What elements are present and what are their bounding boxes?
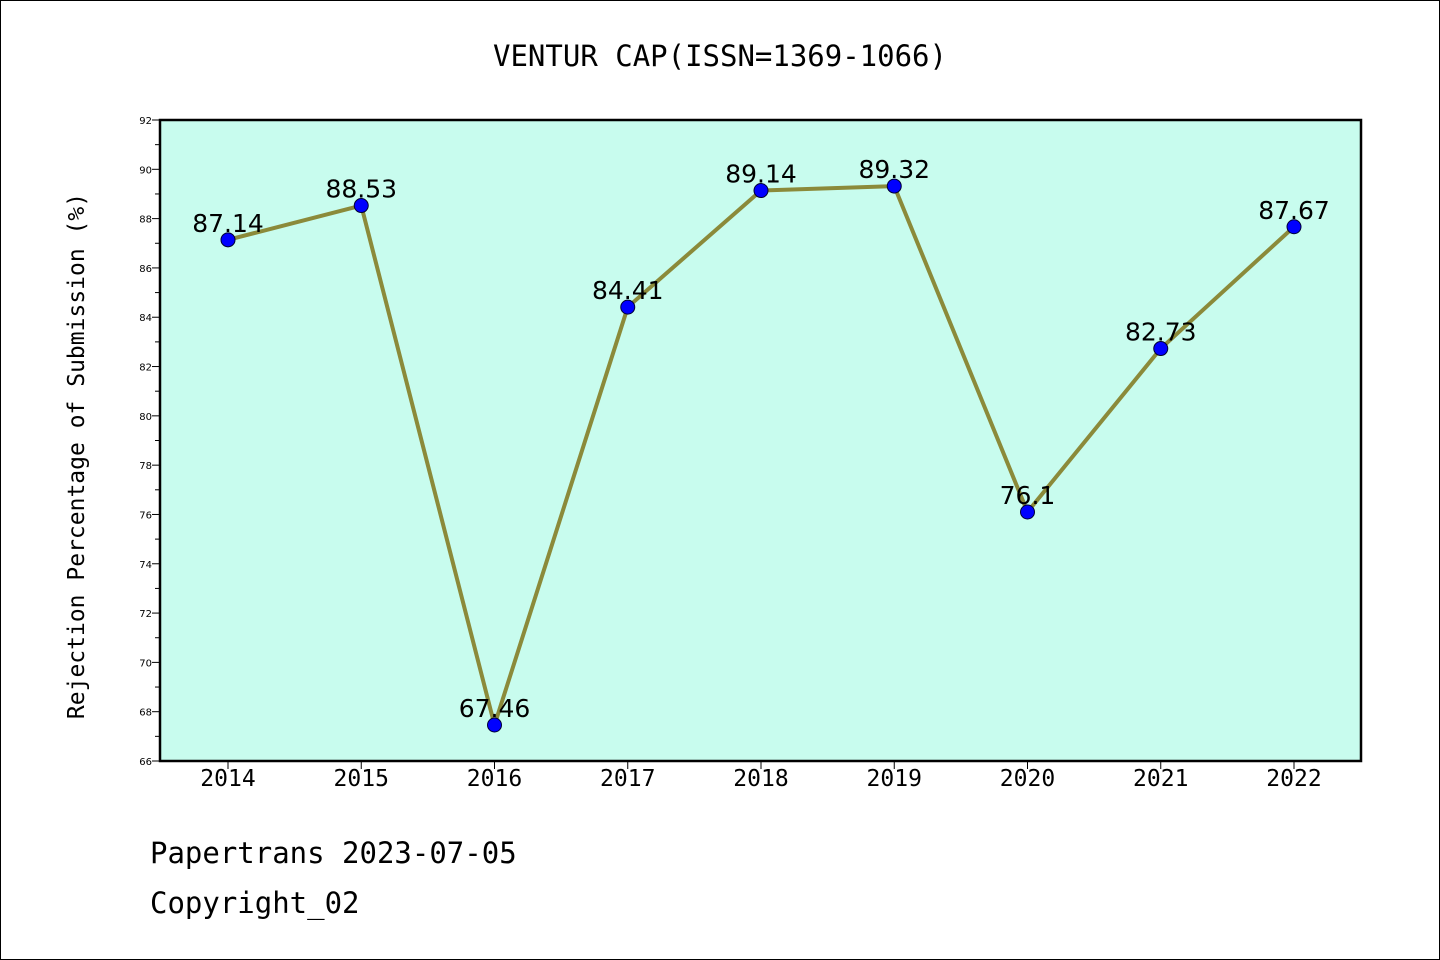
x-tick-label: 2022 [1266,766,1321,792]
data-label: 67.46 [459,694,531,723]
data-point [753,183,769,199]
footer-date: Papertrans 2023-07-05 [150,836,517,870]
y-tick-label: 76 [139,510,152,521]
y-tick-label: 66 [139,757,152,768]
footer-copyright: Copyright_02 [150,886,360,920]
y-tick-label: 72 [139,609,152,620]
x-tick-label: 2015 [334,766,389,792]
x-tick-label: 2021 [1133,766,1188,792]
data-label: 89.14 [725,160,797,189]
data-label: 82.73 [1125,318,1197,347]
y-tick-label: 70 [139,658,152,669]
y-tick-label: 68 [139,708,152,719]
x-axis-ticks: 2014 2015 2016 2017 2018 2019 2020 2021 2022 [200,761,1322,792]
y-tick-label: 78 [139,461,152,472]
y-axis-label: Rejection Percentage of Submission (%) [64,193,90,719]
y-tick-label: 88 [139,215,152,226]
data-label: 76.1 [1000,481,1056,510]
y-tick-label: 74 [139,560,152,571]
y-tick-label: 80 [139,412,152,423]
x-tick-label: 2017 [600,766,655,792]
data-point [620,299,636,315]
y-tick-label: 86 [139,264,152,275]
data-point [1153,341,1169,357]
y-tick-label: 82 [139,363,152,374]
x-tick-label: 2019 [867,766,922,792]
x-tick-label: 2016 [467,766,522,792]
x-tick-label: 2018 [733,766,788,792]
x-tick-label: 2014 [200,766,255,792]
data-label: 87.14 [192,209,264,238]
series-group [220,178,1302,733]
data-label: 89.32 [858,155,930,184]
data-point [220,232,236,248]
data-point [1020,504,1035,520]
data-point [353,198,369,214]
y-tick-label: 92 [139,116,152,127]
data-labels: 87.14 88.53 67.46 84.41 89.14 89.32 76.1 82.73 8… [192,155,1330,723]
y-axis-ticks: 66 68 70 72 74 76 78 80 82 84 86 88 90 92 [139,116,160,768]
x-tick-label: 2020 [1000,766,1055,792]
plot-border [158,118,1363,763]
data-label: 87.67 [1258,196,1330,225]
data-label: 84.41 [592,276,664,305]
data-label: 88.53 [325,175,397,204]
plot-area [160,120,1361,761]
chart-title: VENTUR CAP(ISSN=1369-1066) [493,39,947,73]
data-point [886,178,902,194]
y-tick-label: 84 [139,313,152,324]
data-point [487,717,502,733]
data-point [1286,219,1302,235]
y-tick-label: 90 [139,165,152,176]
